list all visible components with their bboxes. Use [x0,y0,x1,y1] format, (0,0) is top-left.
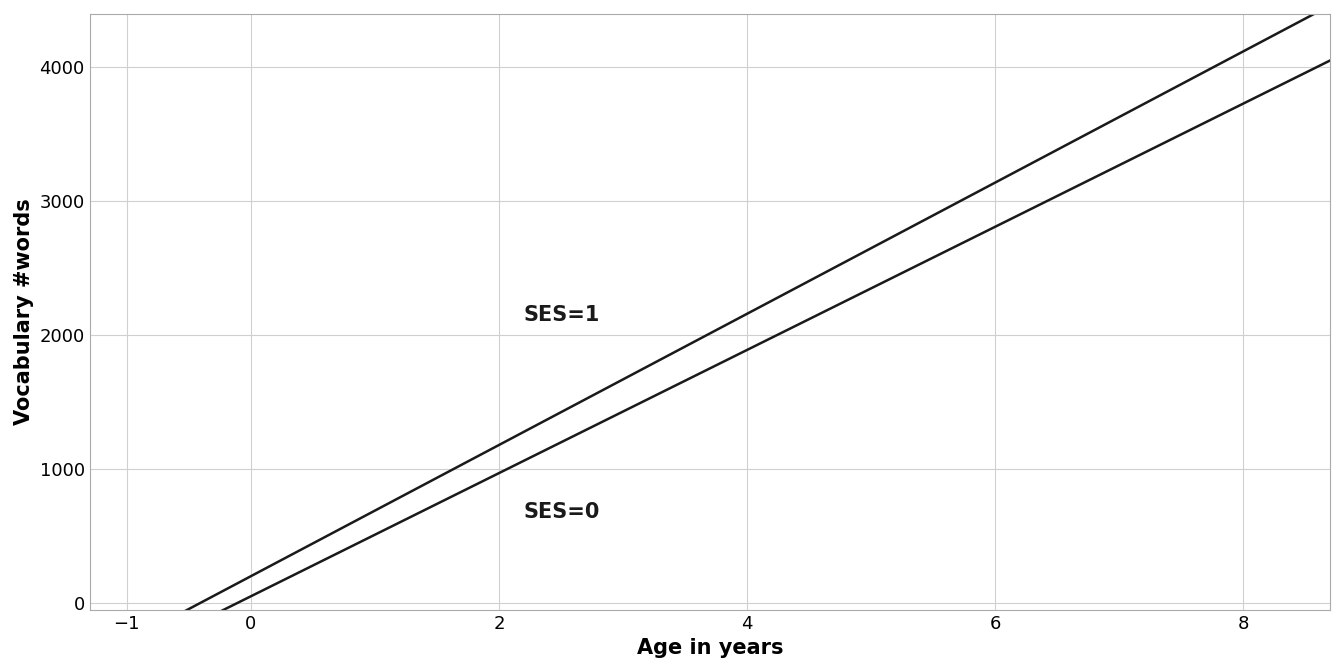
Y-axis label: Vocabulary #words: Vocabulary #words [13,198,34,425]
Text: SES=0: SES=0 [524,502,601,522]
Text: SES=1: SES=1 [524,305,601,325]
X-axis label: Age in years: Age in years [637,638,784,658]
